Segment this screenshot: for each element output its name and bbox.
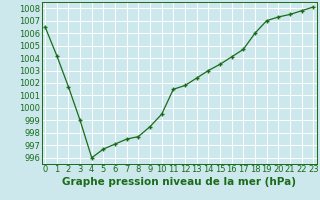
X-axis label: Graphe pression niveau de la mer (hPa): Graphe pression niveau de la mer (hPa) [62,177,296,187]
